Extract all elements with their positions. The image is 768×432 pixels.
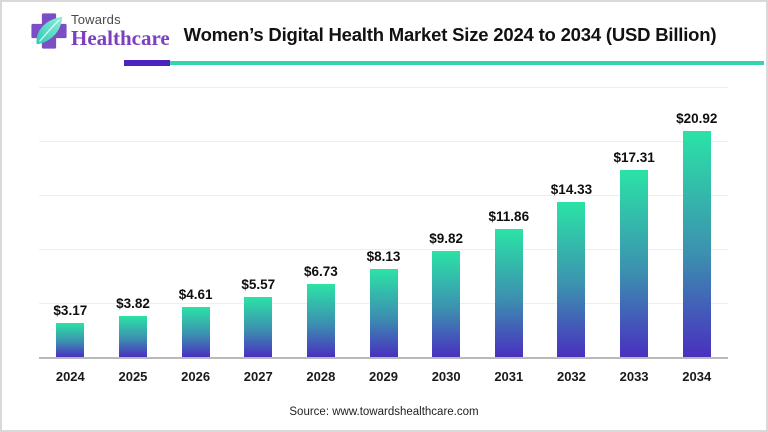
bar-2030 xyxy=(432,250,461,357)
bar-group-2026: $4.61 2026 xyxy=(164,89,227,384)
bar-2032 xyxy=(557,202,586,357)
bar-group-2032: $14.33 2032 xyxy=(540,89,603,384)
bar-value-label-2030: $9.82 xyxy=(429,230,464,246)
bar-value-label-2029: $8.13 xyxy=(366,249,401,265)
bar-2034 xyxy=(682,131,711,357)
chart-title: Women’s Digital Health Market Size 2024 … xyxy=(183,24,717,45)
title-underline-rule xyxy=(124,60,764,66)
bar-2024 xyxy=(56,322,85,357)
bars-container: $3.17 2024 $3.82 2025 $4.61 2026 $5.57 2027 $6.7… xyxy=(39,89,728,384)
header: Towards Healthcare Women’s Digital Healt… xyxy=(30,12,756,50)
x-axis-label-2025: 2025 xyxy=(118,369,148,384)
x-axis-label-2033: 2033 xyxy=(619,369,649,384)
bar-value-label-2028: $6.73 xyxy=(303,264,338,280)
bar-2033 xyxy=(620,170,649,357)
bar-2025 xyxy=(118,315,147,357)
bar-value-label-2033: $17.31 xyxy=(613,150,655,166)
logo-cross-leaf-icon xyxy=(31,13,67,49)
x-axis-label-2031: 2031 xyxy=(494,369,524,384)
logo-text-towards: Towards xyxy=(71,11,121,27)
x-axis-label-2028: 2028 xyxy=(306,369,336,384)
x-axis-label-2030: 2030 xyxy=(431,369,461,384)
x-axis-label-2024: 2024 xyxy=(55,369,85,384)
bar-2029 xyxy=(369,269,398,357)
bar-group-2030: $9.82 2030 xyxy=(415,89,478,384)
bar-group-2029: $8.13 2029 xyxy=(352,89,415,384)
x-axis-label-2027: 2027 xyxy=(243,369,273,384)
bar-group-2031: $11.86 2031 xyxy=(477,89,540,384)
bar-group-2025: $3.82 2025 xyxy=(102,89,165,384)
bar-2026 xyxy=(181,307,210,357)
x-axis-label-2034: 2034 xyxy=(682,369,712,384)
bar-2031 xyxy=(494,228,523,357)
bar-chart: $3.17 2024 $3.82 2025 $4.61 2026 $5.57 2027 $6.7… xyxy=(39,87,728,384)
bar-group-2034: $20.92 2034 xyxy=(665,89,728,384)
x-axis-label-2032: 2032 xyxy=(556,369,586,384)
logo-text-healthcare: Healthcare xyxy=(71,26,170,51)
bar-group-2033: $17.31 2033 xyxy=(603,89,666,384)
bar-group-2028: $6.73 2028 xyxy=(290,89,353,384)
bar-value-label-2034: $20.92 xyxy=(676,111,718,127)
source-attribution: Source: www.towardshealthcare.com xyxy=(289,406,479,418)
x-axis-label-2026: 2026 xyxy=(181,369,211,384)
bar-group-2024: $3.17 2024 xyxy=(39,89,102,384)
gridline-10 xyxy=(39,249,728,250)
bar-2027 xyxy=(244,296,273,357)
towards-healthcare-logo: Towards Healthcare xyxy=(30,12,170,50)
bar-2028 xyxy=(306,284,335,357)
bar-value-label-2024: $3.17 xyxy=(53,302,88,318)
bar-value-label-2026: $4.61 xyxy=(178,287,213,303)
gridline-20 xyxy=(39,141,728,142)
logo-wordmark: Towards Healthcare xyxy=(71,11,170,51)
x-axis-label-2029: 2029 xyxy=(369,369,398,384)
bar-group-2027: $5.57 2027 xyxy=(227,89,290,384)
bar-value-label-2032: $14.33 xyxy=(550,182,593,198)
rule-teal-segment xyxy=(170,61,764,65)
bar-value-label-2025: $3.82 xyxy=(116,295,150,311)
bar-value-label-2031: $11.86 xyxy=(488,208,530,224)
gridline-25 xyxy=(39,87,728,88)
bar-value-label-2027: $5.57 xyxy=(241,276,276,292)
gridline-15 xyxy=(39,195,728,196)
rule-purple-segment xyxy=(124,60,170,66)
